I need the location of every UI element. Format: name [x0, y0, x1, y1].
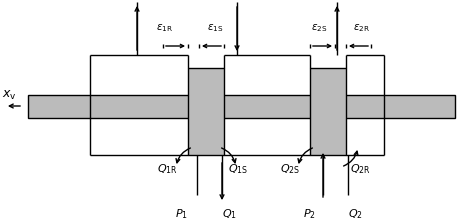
- Text: $\varepsilon_{2\mathrm{R}}$: $\varepsilon_{2\mathrm{R}}$: [353, 22, 370, 34]
- Text: $x_\mathrm{v}$: $x_\mathrm{v}$: [2, 89, 17, 102]
- Text: $Q_{1\mathrm{R}}$: $Q_{1\mathrm{R}}$: [157, 162, 178, 176]
- Text: $P_2$: $P_2$: [303, 207, 316, 218]
- Text: $P_1$: $P_1$: [175, 207, 188, 218]
- Text: $Q_2$: $Q_2$: [348, 207, 363, 218]
- Text: $\varepsilon_{1\mathrm{S}}$: $\varepsilon_{1\mathrm{S}}$: [207, 22, 223, 34]
- Text: $Q_{1\mathrm{S}}$: $Q_{1\mathrm{S}}$: [228, 162, 248, 176]
- Text: $\varepsilon_{2\mathrm{S}}$: $\varepsilon_{2\mathrm{S}}$: [311, 22, 328, 34]
- Text: $Q_1$: $Q_1$: [222, 207, 237, 218]
- Bar: [188, 68, 224, 155]
- Bar: [28, 95, 455, 118]
- Bar: [310, 68, 346, 155]
- Text: $Q_{2\mathrm{R}}$: $Q_{2\mathrm{R}}$: [350, 162, 371, 176]
- Text: $\varepsilon_{1\mathrm{R}}$: $\varepsilon_{1\mathrm{R}}$: [156, 22, 173, 34]
- Text: $Q_{2\mathrm{S}}$: $Q_{2\mathrm{S}}$: [280, 162, 300, 176]
